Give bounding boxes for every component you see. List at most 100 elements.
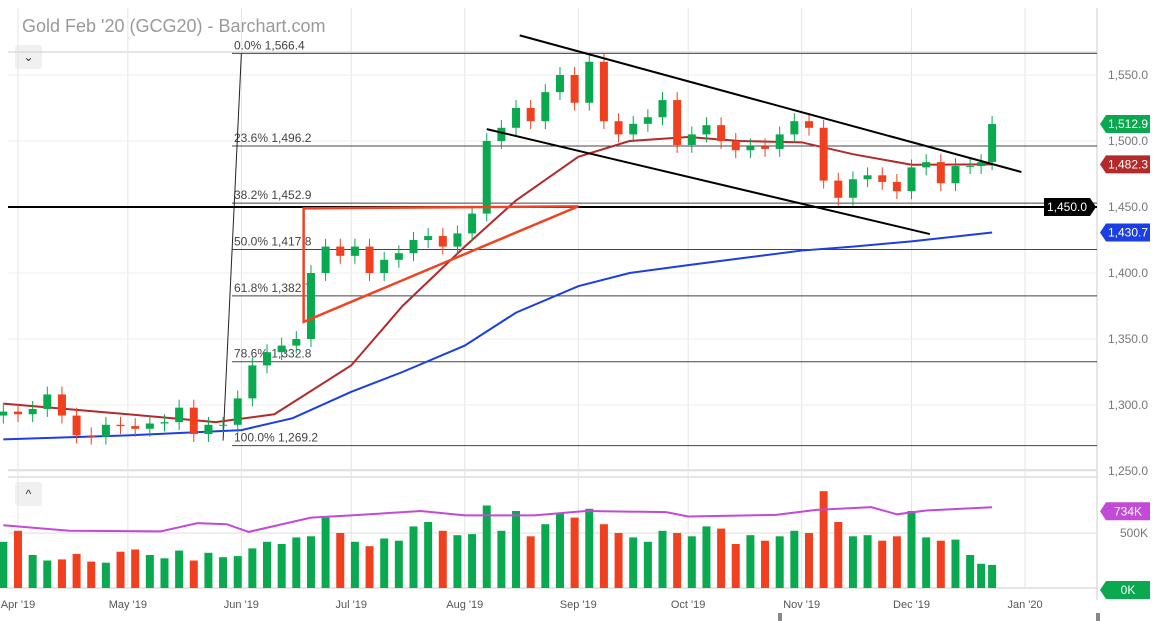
candle [555, 75, 564, 93]
volume-bar [160, 558, 169, 588]
candle [72, 415, 81, 436]
volume-bar [131, 549, 140, 588]
chevron-up-icon: ^ [25, 487, 32, 501]
volume-average-line [3, 506, 993, 533]
fib-level-label: 23.6% 1,496.2 [234, 131, 312, 145]
candle [834, 180, 843, 198]
volume-bar [0, 541, 8, 588]
scroll-handle-right[interactable] [1096, 613, 1100, 621]
candle [145, 423, 154, 429]
volume-bar [350, 541, 359, 588]
candle [922, 162, 931, 168]
candle [101, 424, 110, 437]
x-tick-label: Dec '19 [893, 599, 930, 611]
volume-bar [365, 546, 374, 588]
volume-bar [409, 526, 418, 588]
candle [350, 246, 359, 256]
candle [731, 141, 740, 151]
x-tick-label: Jul '19 [336, 599, 367, 611]
y-tick-label: 1,250.0 [1108, 464, 1148, 478]
candle [87, 435, 96, 437]
volume-bar [219, 557, 228, 588]
candle [438, 236, 447, 247]
triangle-pattern [302, 205, 579, 324]
volume-bar [922, 537, 931, 588]
expand-pane-button[interactable]: ^ [15, 482, 42, 506]
fib-level-label: 0.0% 1,566.4 [234, 38, 305, 52]
candle [336, 246, 345, 256]
volume-bar [336, 533, 345, 588]
volume-bar [702, 526, 711, 588]
candle [468, 213, 477, 234]
volume-zero-label: 0K [1121, 583, 1136, 597]
volume-bar [951, 539, 960, 588]
y-tick-label: 1,500.0 [1108, 134, 1148, 148]
volume-average-label-tag [1100, 502, 1150, 521]
x-tick-label: Nov '19 [783, 599, 820, 611]
volume-tick-label: 500K [1120, 526, 1148, 540]
volume-bar [526, 536, 535, 588]
candle [453, 233, 462, 247]
volume-bar [424, 522, 433, 588]
volume-bar [468, 534, 477, 588]
scroll-handle-left[interactable] [778, 613, 782, 621]
volume-bar [72, 553, 81, 588]
volume-bar [380, 538, 389, 588]
candle [160, 422, 169, 424]
volume-bar [907, 511, 916, 588]
candle [43, 394, 52, 409]
collapse-pane-button[interactable]: ⌄ [15, 45, 42, 69]
candle [263, 352, 272, 366]
candle [599, 61, 608, 122]
volume-bar [263, 541, 272, 588]
candle [977, 162, 986, 167]
candle [497, 127, 506, 141]
candle [277, 345, 286, 353]
candle [643, 117, 652, 124]
volume-bar [731, 544, 740, 588]
candle [204, 424, 213, 435]
candle [306, 273, 315, 339]
candle [28, 408, 37, 415]
candle [175, 407, 184, 423]
volume-bar [277, 544, 286, 588]
candle [761, 146, 770, 149]
candle [673, 100, 682, 145]
candle [394, 253, 403, 260]
last-price-label: 1,482.3 [1108, 157, 1148, 171]
fib-level-label: 61.8% 1,382.7 [234, 281, 312, 295]
volume-bar [673, 533, 682, 588]
volume-bar [175, 550, 184, 588]
volume-bar [306, 536, 315, 588]
candle [988, 123, 997, 163]
candle [321, 246, 330, 273]
candle [863, 175, 872, 180]
x-tick-label: Jan '20 [1007, 599, 1042, 611]
volume-bar [57, 559, 66, 588]
fib-level-label: 50.0% 1,417.8 [234, 235, 312, 249]
volume-bar [863, 535, 872, 588]
volume-bar [438, 530, 447, 588]
last-price-label: 1,450.0 [1047, 200, 1087, 214]
candle [746, 146, 755, 151]
volume-bar [775, 536, 784, 588]
candle [482, 141, 491, 214]
candle [790, 121, 799, 135]
candle [892, 181, 901, 192]
y-tick-label: 1,450.0 [1108, 200, 1148, 214]
volume-bar [497, 530, 506, 588]
fib-level-label: 38.2% 1,452.9 [234, 188, 312, 202]
volume-bar [233, 556, 242, 588]
volume-bar [878, 540, 887, 588]
volume-bar [936, 540, 945, 588]
volume-bar [482, 505, 491, 588]
volume-bar [977, 563, 986, 588]
candle [629, 123, 638, 135]
volume-bar [848, 536, 857, 588]
candle [0, 411, 8, 416]
x-tick-label: Jun '19 [224, 599, 259, 611]
candle [131, 426, 140, 429]
volume-bar [834, 522, 843, 588]
